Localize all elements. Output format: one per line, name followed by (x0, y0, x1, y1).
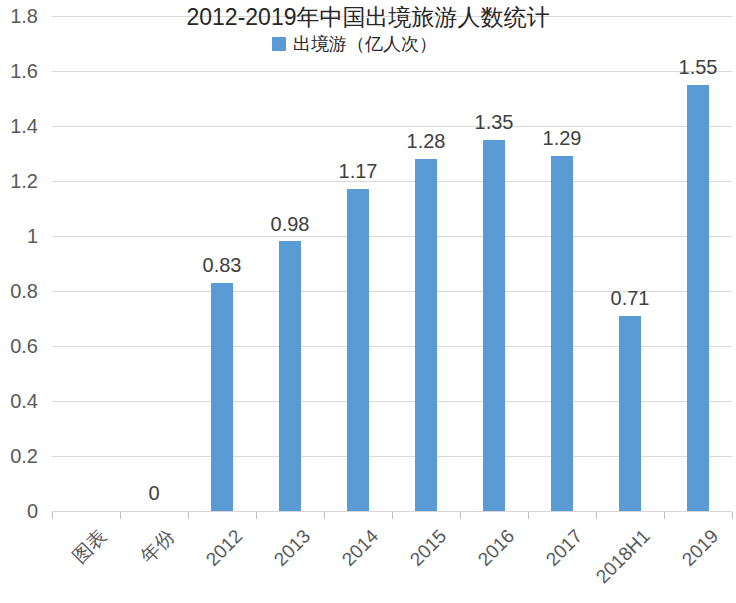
data-label: 0 (114, 482, 194, 504)
axis-tick (256, 512, 257, 519)
bar-2012 (211, 283, 233, 511)
bar-chart: 1.81.61.41.210.80.60.40.20图表0年份0.8320120… (0, 0, 736, 603)
axis-tick (188, 512, 189, 519)
axis-tick (324, 512, 325, 519)
axis-tick (664, 512, 665, 519)
y-axis-label: 0.4 (0, 390, 38, 412)
axis-tick (52, 512, 53, 519)
x-axis-label: 2015 (406, 526, 450, 570)
bar-2015 (415, 159, 437, 511)
y-axis-label: 1 (0, 225, 38, 247)
bar-2018H1 (619, 316, 641, 511)
axis-tick (528, 512, 529, 519)
axis-tick (120, 512, 121, 519)
x-axis-label: 2014 (338, 526, 382, 570)
y-axis-label: 0.8 (0, 280, 38, 302)
plot-area: 1.81.61.41.210.80.60.40.20图表0年份0.8320120… (0, 0, 736, 603)
bar-2016 (483, 140, 505, 511)
axis-tick (460, 512, 461, 519)
bar-2017 (551, 156, 573, 511)
x-axis-label: 2012 (202, 526, 246, 570)
y-axis-label: 0 (0, 500, 38, 522)
x-axis-label: 2017 (542, 526, 586, 570)
axis-tick (732, 512, 733, 519)
gridline (52, 71, 732, 72)
x-axis-label: 2019 (678, 526, 722, 570)
y-axis-label: 1.2 (0, 170, 38, 192)
y-axis-label: 1.4 (0, 115, 38, 137)
x-axis-label: 2016 (474, 526, 518, 570)
data-label: 1.17 (318, 160, 398, 182)
bar-2013 (279, 241, 301, 511)
y-axis-label: 1.6 (0, 60, 38, 82)
data-label: 0.83 (182, 254, 262, 276)
bar-2014 (347, 189, 369, 511)
x-axis-label: 2013 (270, 526, 314, 570)
axis-tick (392, 512, 393, 519)
legend-label: 出境游（亿人次） (293, 35, 437, 53)
y-axis-label: 0.2 (0, 445, 38, 467)
x-axis-label: 2018H1 (593, 526, 654, 587)
gridline (52, 236, 732, 237)
legend: 出境游（亿人次） (272, 35, 437, 53)
bar-2019 (687, 85, 709, 511)
legend-swatch-icon (272, 37, 286, 51)
data-label: 0.98 (250, 213, 330, 235)
x-axis-label: 年份 (137, 526, 178, 567)
chart-title: 2012-2019年中国出境旅游人数统计 (0, 3, 736, 31)
x-axis-label: 图表 (69, 526, 110, 567)
data-label: 0.71 (590, 287, 670, 309)
y-axis-label: 0.6 (0, 335, 38, 357)
data-label: 1.28 (386, 130, 466, 152)
gridline (52, 126, 732, 127)
data-label: 1.29 (522, 127, 602, 149)
axis-tick (596, 512, 597, 519)
data-label: 1.55 (658, 56, 736, 78)
